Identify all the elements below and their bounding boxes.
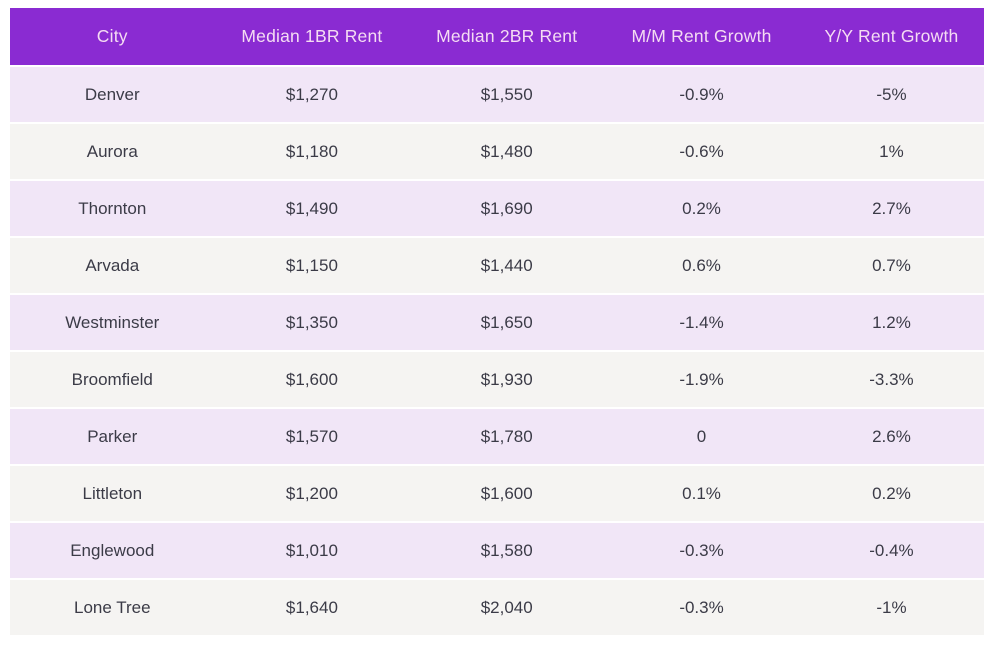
mm-growth-cell: 0.6% [604, 238, 799, 295]
city-cell: Littleton [10, 466, 215, 523]
city-cell: Westminster [10, 295, 215, 352]
yy-growth-cell: -1% [798, 580, 984, 637]
mm-growth-cell: -0.3% [604, 580, 799, 637]
rent-1br-cell: $1,490 [214, 181, 410, 238]
table-body: Denver $1,270 $1,550 -0.9% -5% Aurora $1… [10, 67, 984, 637]
table-row: Littleton $1,200 $1,600 0.1% 0.2% [10, 466, 984, 523]
rent-1br-cell: $1,600 [214, 352, 410, 409]
rent-1br-cell: $1,150 [214, 238, 410, 295]
yy-growth-cell: 2.7% [798, 181, 984, 238]
rent-table-container: City Median 1BR Rent Median 2BR Rent M/M… [10, 8, 984, 637]
rent-2br-cell: $1,580 [409, 523, 605, 580]
rent-2br-cell: $1,930 [409, 352, 605, 409]
yy-growth-cell: -0.4% [798, 523, 984, 580]
table-row: Lone Tree $1,640 $2,040 -0.3% -1% [10, 580, 984, 637]
yy-growth-cell: 2.6% [798, 409, 984, 466]
table-row: Arvada $1,150 $1,440 0.6% 0.7% [10, 238, 984, 295]
rent-2br-cell: $1,650 [409, 295, 605, 352]
table-row: Aurora $1,180 $1,480 -0.6% 1% [10, 124, 984, 181]
rent-1br-cell: $1,270 [214, 67, 410, 124]
table-row: Denver $1,270 $1,550 -0.9% -5% [10, 67, 984, 124]
rent-2br-cell: $1,550 [409, 67, 605, 124]
city-cell: Englewood [10, 523, 215, 580]
city-cell: Parker [10, 409, 215, 466]
rent-2br-cell: $1,440 [409, 238, 605, 295]
mm-growth-cell: -1.4% [604, 295, 799, 352]
rent-1br-cell: $1,570 [214, 409, 410, 466]
rent-1br-cell: $1,350 [214, 295, 410, 352]
city-cell: Broomfield [10, 352, 215, 409]
table-row: Parker $1,570 $1,780 0 2.6% [10, 409, 984, 466]
rent-1br-cell: $1,180 [214, 124, 410, 181]
rent-table: City Median 1BR Rent Median 2BR Rent M/M… [10, 8, 984, 637]
column-header-city: City [10, 8, 215, 67]
city-cell: Denver [10, 67, 215, 124]
yy-growth-cell: 0.7% [798, 238, 984, 295]
rent-2br-cell: $1,600 [409, 466, 605, 523]
city-cell: Aurora [10, 124, 215, 181]
city-cell: Lone Tree [10, 580, 215, 637]
column-header-1br-rent: Median 1BR Rent [214, 8, 410, 67]
mm-growth-cell: -0.6% [604, 124, 799, 181]
rent-1br-cell: $1,640 [214, 580, 410, 637]
yy-growth-cell: -5% [798, 67, 984, 124]
city-cell: Arvada [10, 238, 215, 295]
rent-2br-cell: $2,040 [409, 580, 605, 637]
table-row: Broomfield $1,600 $1,930 -1.9% -3.3% [10, 352, 984, 409]
table-row: Westminster $1,350 $1,650 -1.4% 1.2% [10, 295, 984, 352]
mm-growth-cell: -1.9% [604, 352, 799, 409]
mm-growth-cell: 0.2% [604, 181, 799, 238]
table-row: Englewood $1,010 $1,580 -0.3% -0.4% [10, 523, 984, 580]
yy-growth-cell: -3.3% [798, 352, 984, 409]
rent-2br-cell: $1,780 [409, 409, 605, 466]
header-row: City Median 1BR Rent Median 2BR Rent M/M… [10, 8, 984, 67]
city-cell: Thornton [10, 181, 215, 238]
mm-growth-cell: 0 [604, 409, 799, 466]
column-header-2br-rent: Median 2BR Rent [409, 8, 605, 67]
rent-2br-cell: $1,690 [409, 181, 605, 238]
rent-1br-cell: $1,200 [214, 466, 410, 523]
yy-growth-cell: 0.2% [798, 466, 984, 523]
column-header-yy-growth: Y/Y Rent Growth [798, 8, 984, 67]
table-header: City Median 1BR Rent Median 2BR Rent M/M… [10, 8, 984, 67]
mm-growth-cell: -0.9% [604, 67, 799, 124]
mm-growth-cell: -0.3% [604, 523, 799, 580]
yy-growth-cell: 1% [798, 124, 984, 181]
table-row: Thornton $1,490 $1,690 0.2% 2.7% [10, 181, 984, 238]
rent-1br-cell: $1,010 [214, 523, 410, 580]
column-header-mm-growth: M/M Rent Growth [604, 8, 799, 67]
mm-growth-cell: 0.1% [604, 466, 799, 523]
rent-2br-cell: $1,480 [409, 124, 605, 181]
yy-growth-cell: 1.2% [798, 295, 984, 352]
